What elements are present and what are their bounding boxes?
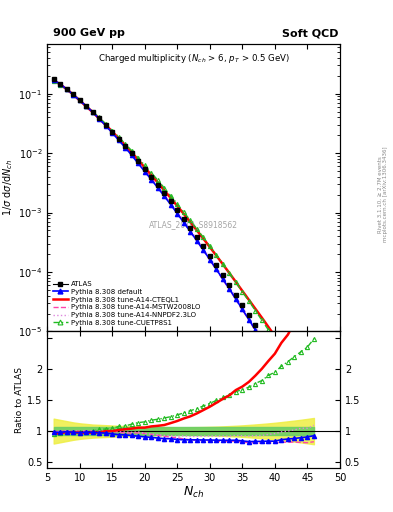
Legend: ATLAS, Pythia 8.308 default, Pythia 8.308 tune-A14-CTEQL1, Pythia 8.308 tune-A14: ATLAS, Pythia 8.308 default, Pythia 8.30… (51, 279, 202, 328)
Text: Soft QCD: Soft QCD (282, 28, 339, 38)
Text: 900 GeV pp: 900 GeV pp (53, 28, 125, 38)
Text: ATLAS_2010_S8918562: ATLAS_2010_S8918562 (149, 220, 238, 229)
Y-axis label: 1/$\sigma$ d$\sigma$/d$N_{ch}$: 1/$\sigma$ d$\sigma$/d$N_{ch}$ (2, 159, 15, 216)
Text: mcplots.cern.ch [arXiv:1306.3436]: mcplots.cern.ch [arXiv:1306.3436] (384, 147, 388, 242)
Text: Rivet 3.1.10, ≥ 2.7M events: Rivet 3.1.10, ≥ 2.7M events (378, 156, 383, 233)
Y-axis label: Ratio to ATLAS: Ratio to ATLAS (15, 367, 24, 433)
X-axis label: $N_{ch}$: $N_{ch}$ (183, 485, 204, 500)
Text: Charged multiplicity ($N_{ch}$ > 6, $p_T$ > 0.5 GeV): Charged multiplicity ($N_{ch}$ > 6, $p_T… (97, 52, 290, 65)
